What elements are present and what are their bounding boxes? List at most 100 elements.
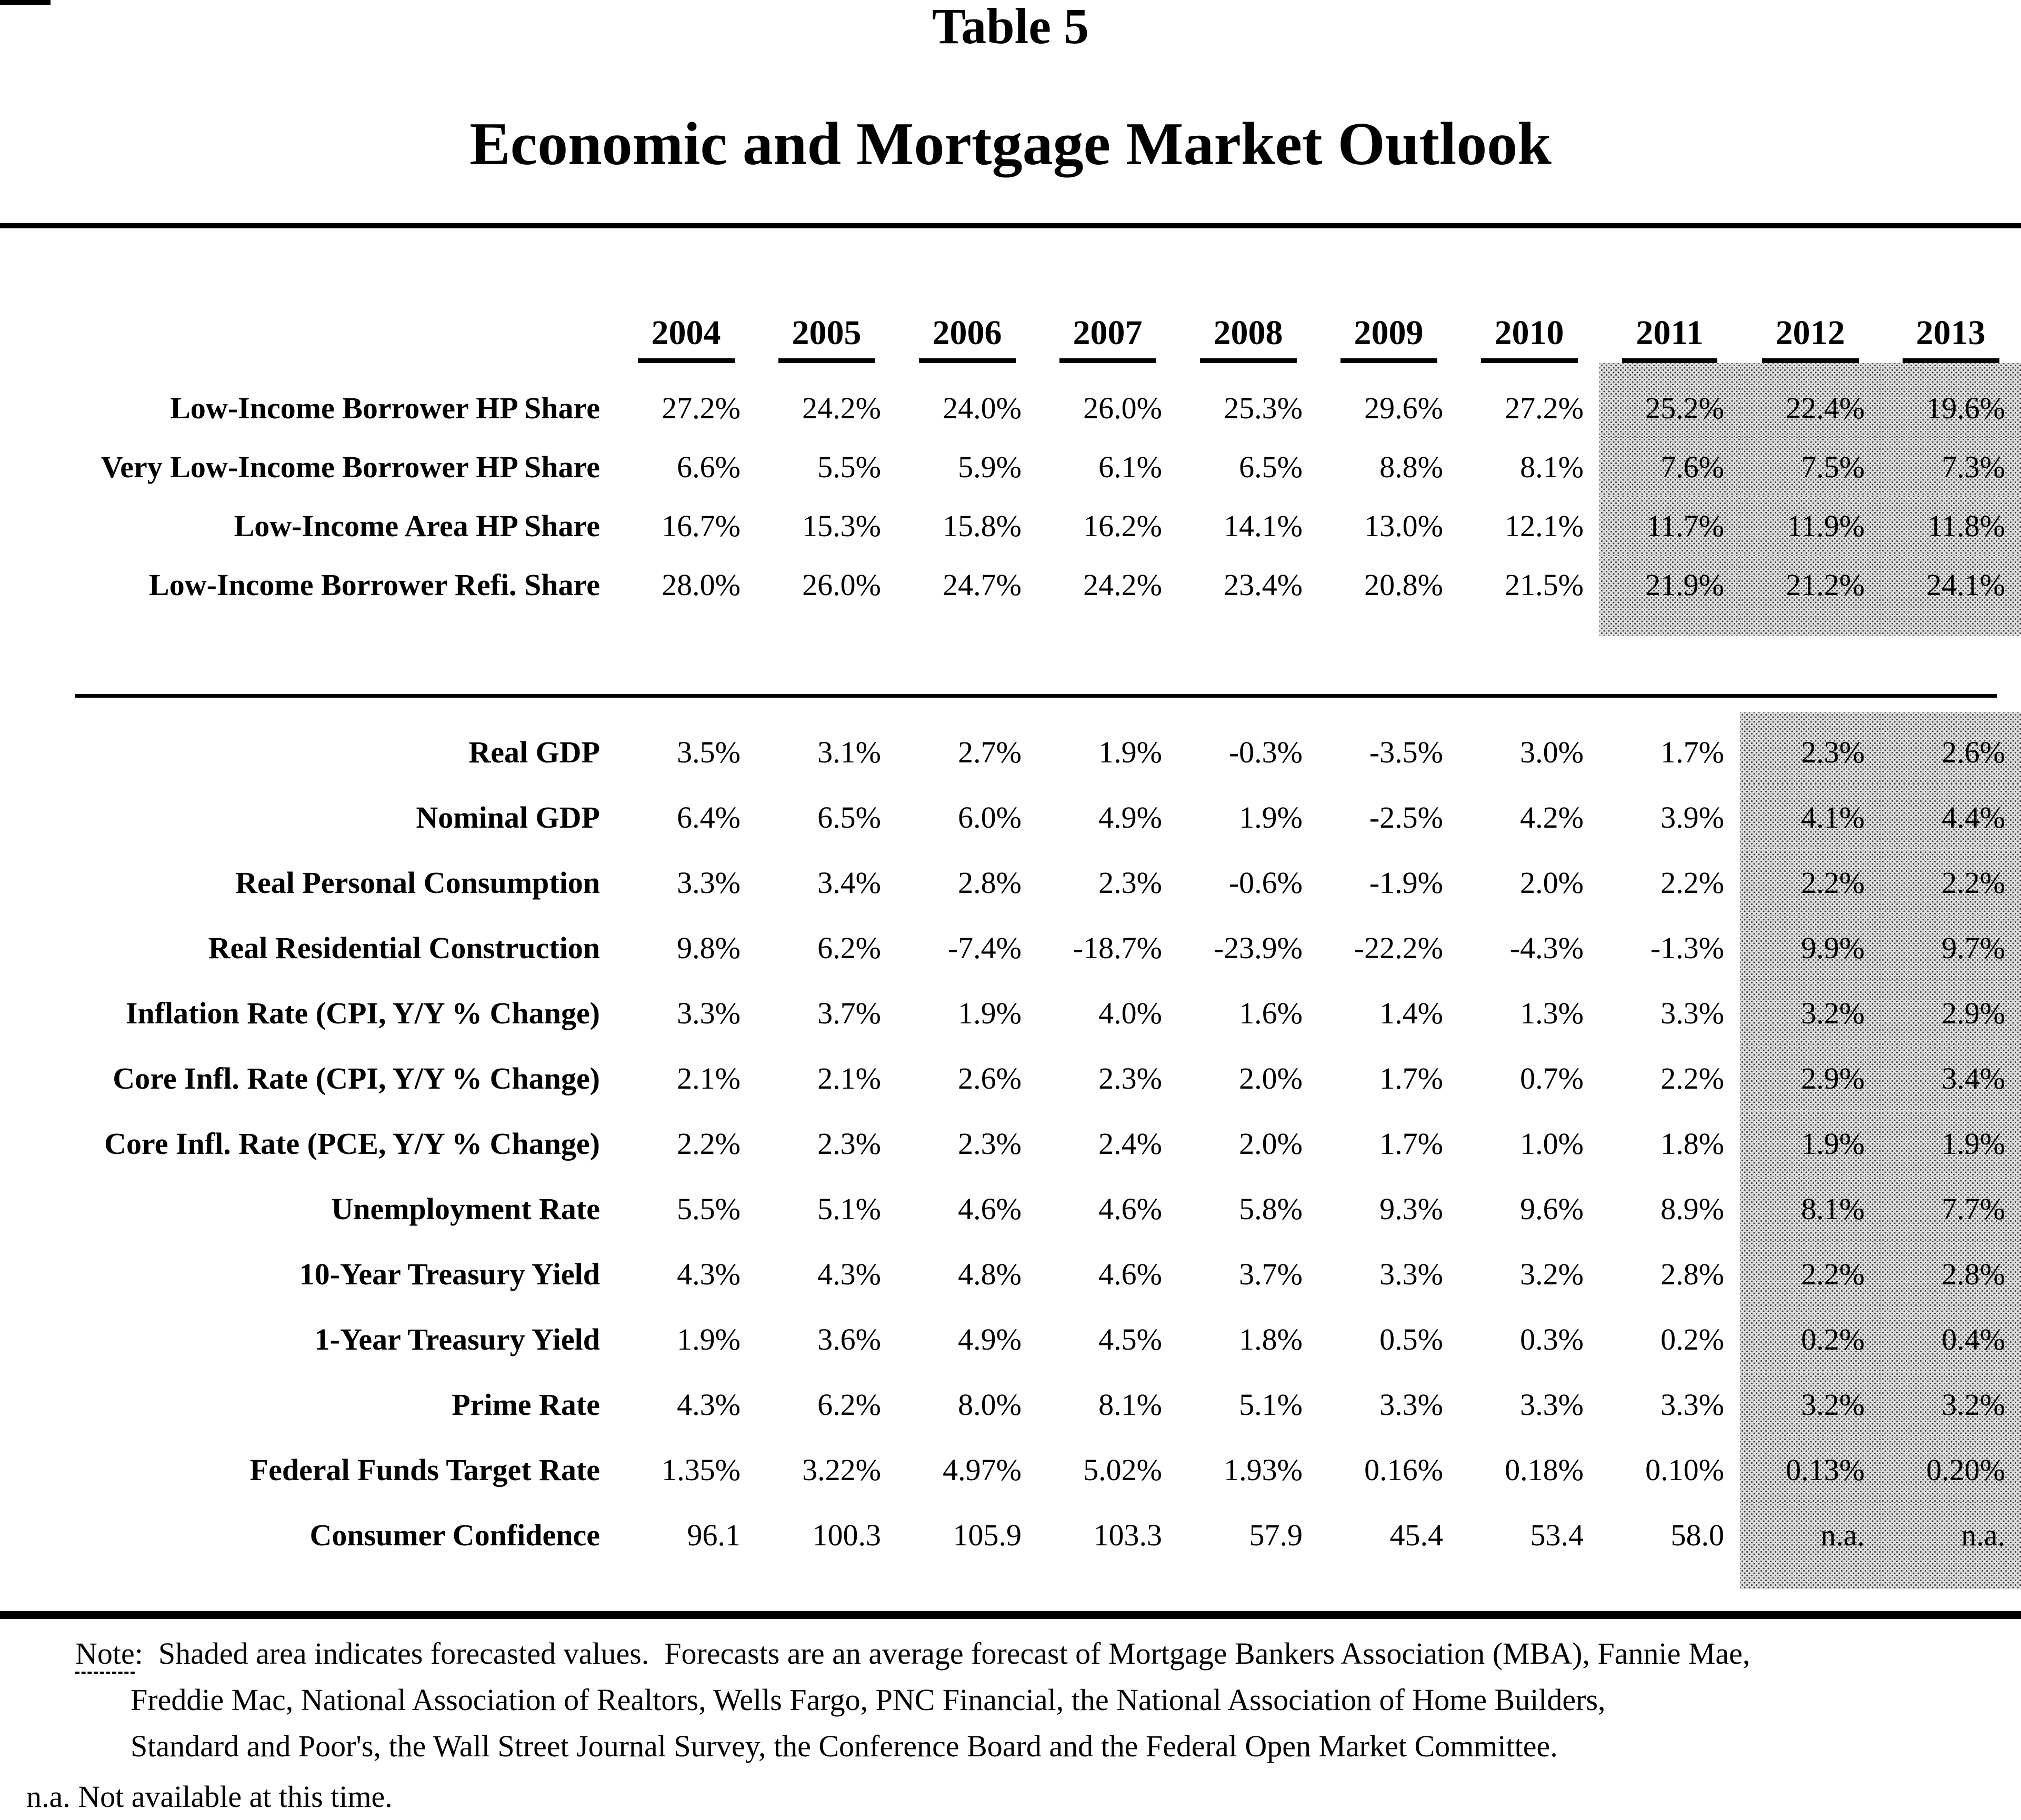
value-cell: 16.2% — [1083, 508, 1162, 543]
value-cell: 3.3% — [1660, 996, 1724, 1030]
value-cell-forecast: 11.9% — [1740, 496, 1880, 555]
value-cell: 6.6% — [677, 449, 741, 484]
value-cell: 2.1% — [817, 1061, 881, 1095]
value-cell-forecast: 11.7% — [1599, 496, 1740, 555]
value-cell: 2.3% — [817, 1126, 881, 1161]
value-cell: 5.02% — [1083, 1452, 1162, 1487]
row-label: Inflation Rate (CPI, Y/Y % Change) — [125, 996, 600, 1030]
value-cell: 3.7% — [1239, 1256, 1303, 1291]
year-label: 2007 — [1059, 313, 1156, 363]
value-cell: 3.3% — [1520, 1387, 1584, 1422]
scan-artifact — [0, 0, 51, 5]
value-cell: -0.6% — [1228, 865, 1303, 900]
note-line-1: Note: Shaded area indicates forecasted v… — [75, 1631, 2000, 1677]
year-label: 2012 — [1762, 313, 1859, 363]
table-row: Real Residential Construction 9.8% 6.2% -7.… — [0, 915, 2021, 980]
table-row: Core Infl. Rate (CPI, Y/Y % Change) 2.1% 2… — [0, 1045, 2021, 1111]
value-cell: 1.7% — [1379, 1126, 1443, 1161]
value-cell: 15.8% — [943, 508, 1022, 543]
year-header-row: 2004 2005 2006 2007 2008 2009 2010 2011 2012 2013 — [0, 284, 2021, 363]
value-cell: 1.9% — [1098, 735, 1162, 769]
value-cell: -23.9% — [1213, 930, 1303, 965]
value-cell: 3.9% — [1660, 800, 1724, 834]
value-cell: 2.3% — [1098, 1061, 1162, 1095]
value-cell: 8.1% — [1520, 449, 1584, 484]
value-cell-forecast: 2.6% — [1880, 712, 2021, 785]
value-cell: 9.8% — [677, 930, 741, 965]
value-cell-forecast: 0.2% — [1740, 1306, 1880, 1372]
table-row: 10-Year Treasury Yield 4.3% 4.3% 4.8% 4.6% 3.… — [0, 1241, 2021, 1306]
value-cell: 2.0% — [1520, 865, 1584, 900]
value-cell-forecast: 7.3% — [1880, 437, 2021, 496]
value-cell: 4.6% — [1098, 1191, 1162, 1226]
value-cell: -1.9% — [1369, 865, 1443, 900]
value-cell-forecast: 7.5% — [1740, 437, 1880, 496]
value-cell: 1.4% — [1379, 996, 1443, 1030]
value-cell-forecast: 24.1% — [1880, 555, 2021, 636]
value-cell: 25.3% — [1224, 390, 1303, 425]
table-row: Core Infl. Rate (PCE, Y/Y % Change) 2.2% 2… — [0, 1111, 2021, 1176]
value-cell: 2.6% — [958, 1061, 1022, 1095]
value-cell: 24.2% — [802, 390, 881, 425]
value-cell-forecast: 3.2% — [1740, 980, 1880, 1045]
value-cell: 4.9% — [958, 1322, 1022, 1356]
value-cell: -2.5% — [1369, 800, 1443, 834]
value-cell: -7.4% — [947, 930, 1022, 965]
value-cell-forecast: 25.2% — [1599, 363, 1740, 437]
value-cell-forecast: 2.2% — [1740, 1241, 1880, 1306]
value-cell: 1.9% — [677, 1322, 741, 1356]
year-header: 2005 — [756, 284, 897, 363]
value-cell: 2.2% — [1660, 1061, 1724, 1095]
value-cell: 6.4% — [677, 800, 741, 834]
value-cell-forecast: 0.13% — [1740, 1437, 1880, 1502]
row-label: Low-Income Borrower Refi. Share — [149, 567, 600, 602]
row-label: Real Personal Consumption — [235, 865, 600, 900]
value-cell-forecast: 0.20% — [1880, 1437, 2021, 1502]
section-divider-block — [0, 636, 2021, 712]
year-label: 2011 — [1622, 313, 1717, 363]
value-cell: 2.7% — [958, 735, 1022, 769]
value-cell: 3.3% — [1379, 1256, 1443, 1291]
value-cell: 8.1% — [1098, 1387, 1162, 1422]
value-cell: -0.3% — [1228, 735, 1303, 769]
value-cell: -22.2% — [1354, 930, 1443, 965]
value-cell-forecast: 2.8% — [1880, 1241, 2021, 1306]
note-label: Note — [75, 1636, 135, 1674]
value-cell: 4.6% — [958, 1191, 1022, 1226]
top-rule — [0, 223, 2021, 228]
value-cell: 0.16% — [1364, 1452, 1443, 1487]
value-cell: 103.3 — [1093, 1517, 1163, 1552]
year-label: 2008 — [1199, 313, 1297, 363]
value-cell: 2.8% — [958, 865, 1022, 900]
bottom-rule — [0, 1611, 2021, 1619]
table-row: Low-Income Area HP Share 16.7% 15.3% 15.8% 1… — [0, 496, 2021, 555]
value-cell: 4.0% — [1098, 996, 1162, 1030]
value-cell: 45.4 — [1389, 1517, 1444, 1552]
year-header: 2010 — [1459, 284, 1599, 363]
value-cell: 4.9% — [1098, 800, 1162, 834]
value-cell: 3.0% — [1520, 735, 1584, 769]
row-label: Very Low-Income Borrower HP Share — [101, 449, 600, 484]
value-cell-forecast: 0.4% — [1880, 1306, 2021, 1372]
row-label: 1-Year Treasury Yield — [314, 1322, 600, 1356]
row-label: Real GDP — [468, 735, 600, 769]
value-cell: 15.3% — [802, 508, 881, 543]
value-cell: 6.2% — [817, 1387, 881, 1422]
value-cell-forecast: 22.4% — [1740, 363, 1880, 437]
value-cell: 0.5% — [1379, 1322, 1443, 1356]
year-label: 2013 — [1902, 313, 1999, 363]
value-cell: 27.2% — [1505, 390, 1584, 425]
year-header: 2008 — [1178, 284, 1318, 363]
value-cell: 5.5% — [677, 1191, 741, 1226]
value-cell: 4.3% — [677, 1256, 741, 1291]
page-title: Economic and Mortgage Market Outlook — [469, 110, 1552, 178]
value-cell: -4.3% — [1509, 930, 1584, 965]
table-number: Table 5 — [932, 0, 1089, 54]
value-cell: 2.2% — [677, 1126, 741, 1161]
value-cell: 3.1% — [817, 735, 881, 769]
value-cell: 6.0% — [958, 800, 1022, 834]
value-cell-forecast: 3.2% — [1740, 1372, 1880, 1437]
value-cell-forecast: 21.2% — [1740, 555, 1880, 636]
value-cell: 5.8% — [1239, 1191, 1303, 1226]
note-text-2: Freddie Mac, National Association of Rea… — [131, 1683, 1606, 1717]
